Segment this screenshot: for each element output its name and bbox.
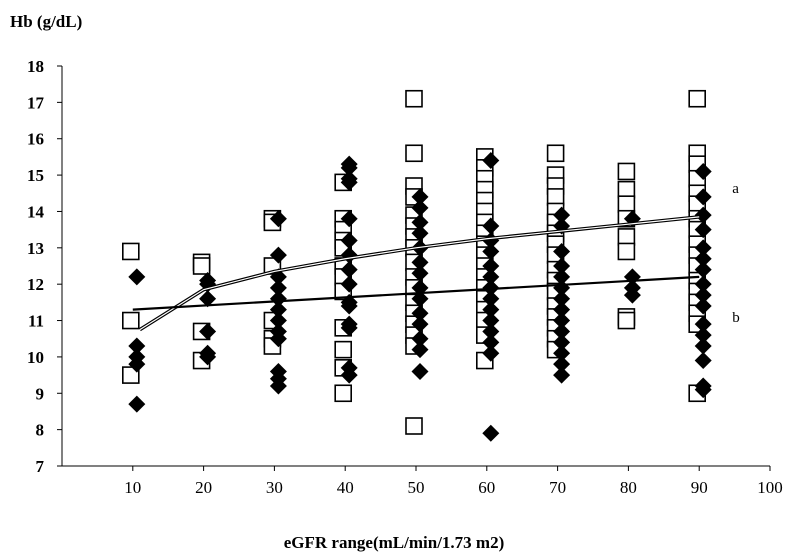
x-tick-label: 60 bbox=[478, 478, 495, 497]
data-point-square bbox=[618, 163, 634, 179]
x-tick-label: 100 bbox=[757, 478, 783, 497]
data-point-square bbox=[548, 189, 564, 205]
data-point-square bbox=[335, 342, 351, 358]
data-point-square bbox=[618, 229, 634, 245]
data-point-square bbox=[618, 243, 634, 259]
data-point-square bbox=[618, 182, 634, 198]
data-point-diamond bbox=[412, 363, 429, 380]
data-point-diamond bbox=[128, 396, 145, 413]
x-axis-title: eGFR range(mL/min/1.73 m2) bbox=[0, 533, 788, 553]
x-tick-label: 90 bbox=[691, 478, 708, 497]
x-tick-label: 20 bbox=[195, 478, 212, 497]
trendline-label-a: a bbox=[732, 181, 739, 197]
data-point-square bbox=[123, 243, 139, 259]
data-point-square bbox=[618, 313, 634, 329]
data-point-square bbox=[335, 385, 351, 401]
y-tick-label: 17 bbox=[27, 93, 45, 112]
data-point-square bbox=[406, 418, 422, 434]
y-tick-label: 12 bbox=[27, 275, 44, 294]
trendline-label-b: b bbox=[732, 310, 740, 326]
data-point-diamond bbox=[695, 338, 712, 355]
y-tick-label: 10 bbox=[27, 348, 44, 367]
data-point-square bbox=[618, 196, 634, 212]
y-tick-label: 18 bbox=[27, 57, 44, 76]
x-tick-label: 70 bbox=[549, 478, 566, 497]
y-tick-label: 7 bbox=[36, 457, 45, 476]
data-point-square bbox=[406, 91, 422, 107]
data-point-square bbox=[548, 145, 564, 161]
y-tick-label: 16 bbox=[27, 130, 44, 149]
data-point-square bbox=[689, 91, 705, 107]
data-point-square bbox=[406, 145, 422, 161]
data-point-diamond bbox=[553, 367, 570, 384]
x-tick-label: 30 bbox=[266, 478, 283, 497]
y-tick-label: 14 bbox=[27, 202, 45, 221]
data-point-square bbox=[123, 313, 139, 329]
y-tick-label: 15 bbox=[27, 166, 44, 185]
data-point-diamond bbox=[695, 352, 712, 369]
x-tick-label: 40 bbox=[337, 478, 354, 497]
y-tick-label: 13 bbox=[27, 239, 44, 258]
data-point-square bbox=[194, 258, 210, 274]
y-tick-label: 11 bbox=[28, 312, 44, 331]
data-point-diamond bbox=[482, 425, 499, 442]
y-tick-label: 8 bbox=[36, 421, 45, 440]
data-point-diamond bbox=[128, 268, 145, 285]
x-tick-label: 10 bbox=[124, 478, 141, 497]
x-tick-label: 50 bbox=[408, 478, 425, 497]
x-tick-label: 80 bbox=[620, 478, 637, 497]
y-tick-label: 9 bbox=[36, 384, 45, 403]
